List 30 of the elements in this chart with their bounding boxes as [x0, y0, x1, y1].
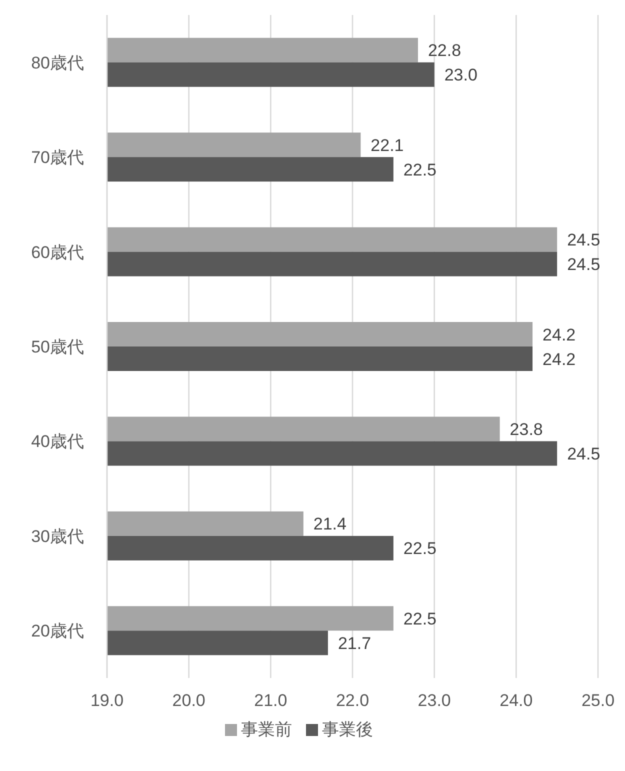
category-label: 40歳代: [31, 432, 84, 452]
data-label: 22.5: [403, 160, 436, 180]
category-label: 20歳代: [31, 622, 84, 641]
category-label: 60歳代: [31, 242, 84, 262]
category-label: 70歳代: [31, 148, 84, 168]
data-label: 23.8: [510, 420, 543, 439]
x-tick-label: 21.0: [254, 691, 288, 710]
data-label: 21.7: [338, 634, 372, 653]
data-label: 21.4: [313, 514, 346, 534]
x-tick-label: 19.0: [90, 691, 124, 710]
category-label: 50歳代: [31, 338, 84, 356]
x-tick-label: 25.0: [581, 691, 615, 710]
x-tick-label: 23.0: [418, 691, 451, 710]
data-label: 24.2: [542, 325, 576, 344]
data-label: 24.5: [567, 444, 600, 464]
legend-label: 事業後: [322, 720, 373, 739]
data-label: 22.1: [370, 136, 404, 155]
x-tick-label: 24.0: [500, 691, 533, 710]
data-label: 24.2: [542, 350, 576, 369]
data-label: 24.5: [567, 230, 600, 250]
data-label: 22.8: [428, 41, 462, 60]
data-label: 22.5: [403, 539, 436, 558]
data-label: 22.5: [403, 609, 436, 628]
x-tick-label: 20.0: [172, 691, 206, 710]
data-label: 24.5: [567, 255, 600, 274]
legend-label: 事業前: [241, 720, 292, 739]
x-tick-label: 22.0: [336, 691, 370, 710]
category-label: 80歳代: [31, 53, 84, 72]
category-label: 30歳代: [31, 526, 84, 546]
data-label: 23.0: [444, 66, 478, 85]
